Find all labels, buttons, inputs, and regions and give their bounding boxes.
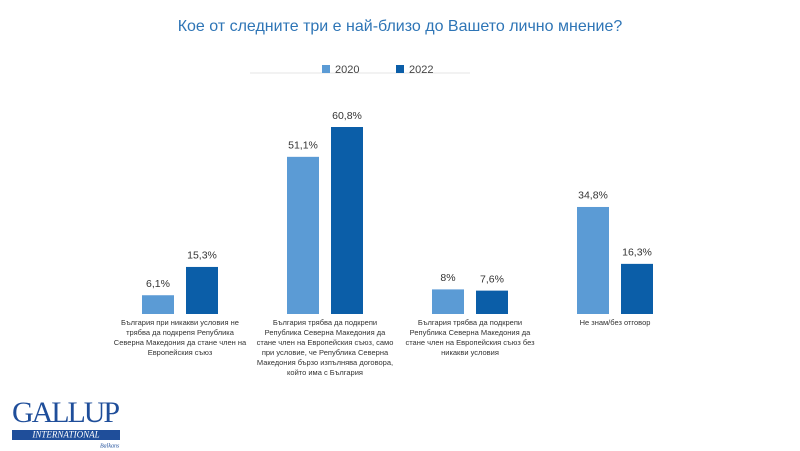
logo-line2: INTERNATIONAL bbox=[31, 430, 99, 440]
bar bbox=[432, 289, 464, 314]
value-label: 60,8% bbox=[332, 110, 362, 122]
legend-swatch bbox=[396, 65, 404, 73]
category-label: България трябва да подкрепи Република Се… bbox=[405, 318, 535, 357]
bar bbox=[142, 295, 174, 314]
logo-name: GALLUP bbox=[12, 396, 120, 429]
legend-label: 2020 bbox=[335, 64, 359, 76]
bar bbox=[287, 156, 319, 314]
logo-line3: Balkans bbox=[100, 443, 120, 449]
logo-band bbox=[12, 430, 120, 440]
category-label: България при никакви условия не трябва д… bbox=[113, 318, 247, 357]
value-label: 51,1% bbox=[288, 140, 318, 152]
value-label: 15,3% bbox=[187, 250, 217, 262]
value-label: 6,1% bbox=[146, 278, 170, 290]
bar bbox=[331, 127, 363, 314]
legend-label: 2022 bbox=[409, 64, 433, 76]
value-label: 34,8% bbox=[578, 190, 608, 202]
bar bbox=[186, 266, 218, 314]
bar bbox=[577, 206, 609, 314]
chart-title: Кое от следните три е най-близо до Вашет… bbox=[178, 18, 623, 35]
bar bbox=[621, 263, 653, 314]
value-label: 16,3% bbox=[622, 247, 652, 259]
bar bbox=[476, 290, 508, 314]
value-label: 8% bbox=[440, 272, 455, 284]
category-label: Не знам/без отговор bbox=[579, 318, 651, 327]
legend-swatch bbox=[322, 65, 330, 73]
category-label: България трябва да подкрепи Република Се… bbox=[256, 318, 394, 377]
value-label: 7,6% bbox=[480, 273, 504, 285]
